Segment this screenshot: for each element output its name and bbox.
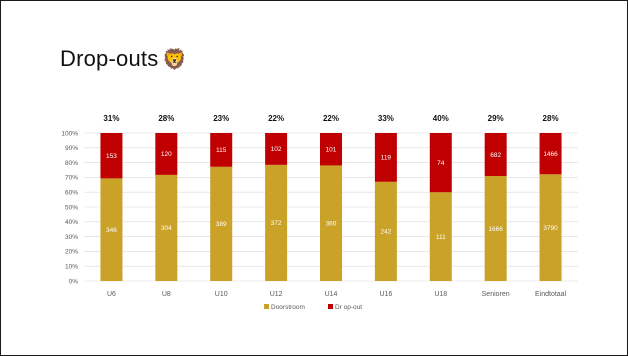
- data-label-dropout: 153: [106, 153, 117, 160]
- y-tick-label: 80%: [65, 160, 78, 167]
- x-tick-label: U18: [434, 291, 447, 298]
- dropout-percentage-label: 40%: [433, 114, 449, 123]
- data-label-doorstroom: 111: [436, 234, 446, 241]
- data-label-doorstroom: 1666: [488, 226, 503, 233]
- data-label-doorstroom: 242: [380, 229, 391, 236]
- data-label-doorstroom: 346: [106, 227, 117, 234]
- lion-icon: 🦁: [162, 47, 188, 71]
- x-tick-label: U6: [107, 291, 116, 298]
- dropout-percentage-label: 33%: [378, 114, 394, 123]
- data-label-dropout: 115: [216, 147, 227, 154]
- y-tick-label: 0%: [69, 278, 79, 285]
- bar-doorstroom: [100, 178, 123, 281]
- bar-dropout: [374, 133, 397, 182]
- bar-doorstroom: [484, 175, 507, 281]
- dropout-percentage-label: 22%: [323, 114, 339, 123]
- y-tick-label: 10%: [65, 264, 78, 271]
- y-tick-label: 90%: [65, 145, 78, 152]
- dropout-percentage-label: 28%: [158, 114, 174, 123]
- x-tick-label: U16: [379, 291, 392, 298]
- bar-dropout: [210, 133, 233, 167]
- x-tick-label: U8: [162, 291, 171, 298]
- bar-dropout: [155, 133, 178, 175]
- legend-item-dropout: Dr op-out: [328, 304, 362, 311]
- bar-dropout: [539, 133, 562, 175]
- legend-label: Doorstroom: [271, 304, 305, 311]
- x-axis-ticks: U6 U8 U10 U12 U14 U16 U18 Senioren Eindtotaal: [107, 291, 567, 298]
- legend-swatch: [328, 304, 333, 309]
- data-label-dropout: 1466: [543, 151, 558, 158]
- x-tick-label: Senioren: [482, 291, 510, 298]
- y-tick-label: 60%: [65, 190, 78, 197]
- dropout-percentage-label: 28%: [543, 114, 559, 123]
- dropout-percentage-label: 22%: [268, 114, 284, 123]
- y-tick-label: 40%: [65, 219, 78, 226]
- data-label-dropout: 102: [271, 146, 282, 153]
- data-label-dropout: 119: [381, 155, 392, 162]
- x-tick-label: U12: [270, 291, 283, 298]
- bar-doorstroom: [320, 165, 342, 281]
- bar-dropout: [429, 133, 452, 193]
- legend-item-doorstroom: Doorstroom: [264, 304, 305, 311]
- data-label-doorstroom: 360: [326, 221, 337, 228]
- data-label-doorstroom: 389: [216, 221, 227, 228]
- data-label-dropout: 74: [437, 160, 445, 167]
- bar-doorstroom: [265, 164, 288, 281]
- bar-dropout: [484, 133, 507, 176]
- legend-label: Dr op-out: [335, 304, 362, 311]
- y-tick-label: 30%: [65, 234, 78, 241]
- data-label-dropout: 101: [326, 147, 337, 154]
- data-label-doorstroom: 3790: [543, 225, 558, 232]
- x-tick-label: U14: [325, 291, 338, 298]
- bars: 346 153 304 120 389 115 372 102 360 101 242 119 111 7…: [100, 133, 562, 281]
- data-label-doorstroom: 304: [161, 225, 172, 232]
- bar-dropout: [320, 133, 342, 166]
- dropout-percentages: 31% 28% 23% 22% 22% 33% 40% 29% 28%: [103, 114, 558, 123]
- data-label-dropout: 120: [161, 151, 172, 158]
- slide-title: Drop-outs: [60, 46, 159, 71]
- y-axis-ticks: 0% 10% 20% 30% 40% 50% 60% 70% 80% 90% 100%: [61, 130, 78, 285]
- bar-doorstroom: [429, 192, 452, 281]
- legend-swatch: [264, 304, 269, 309]
- dropout-percentage-label: 29%: [488, 114, 504, 123]
- bar-dropout: [265, 133, 288, 165]
- slide-title-group: Drop-outs 🦁: [60, 46, 187, 72]
- bar-doorstroom: [210, 166, 233, 281]
- y-tick-label: 20%: [65, 249, 78, 256]
- bar-doorstroom: [155, 174, 178, 281]
- dropout-percentage-label: 23%: [213, 114, 229, 123]
- y-tick-label: 50%: [65, 204, 78, 211]
- bar-dropout: [100, 133, 123, 179]
- y-tick-label: 100%: [61, 130, 78, 137]
- data-label-dropout: 682: [490, 152, 501, 159]
- bar-doorstroom: [374, 181, 397, 281]
- legend: Doorstroom Dr op-out: [264, 304, 362, 311]
- x-tick-label: Eindtotaal: [535, 291, 567, 298]
- bar-doorstroom: [539, 174, 562, 281]
- y-tick-label: 70%: [65, 175, 78, 182]
- dropout-percentage-label: 31%: [103, 114, 119, 123]
- x-tick-label: U10: [215, 291, 228, 298]
- data-label-doorstroom: 372: [271, 220, 282, 227]
